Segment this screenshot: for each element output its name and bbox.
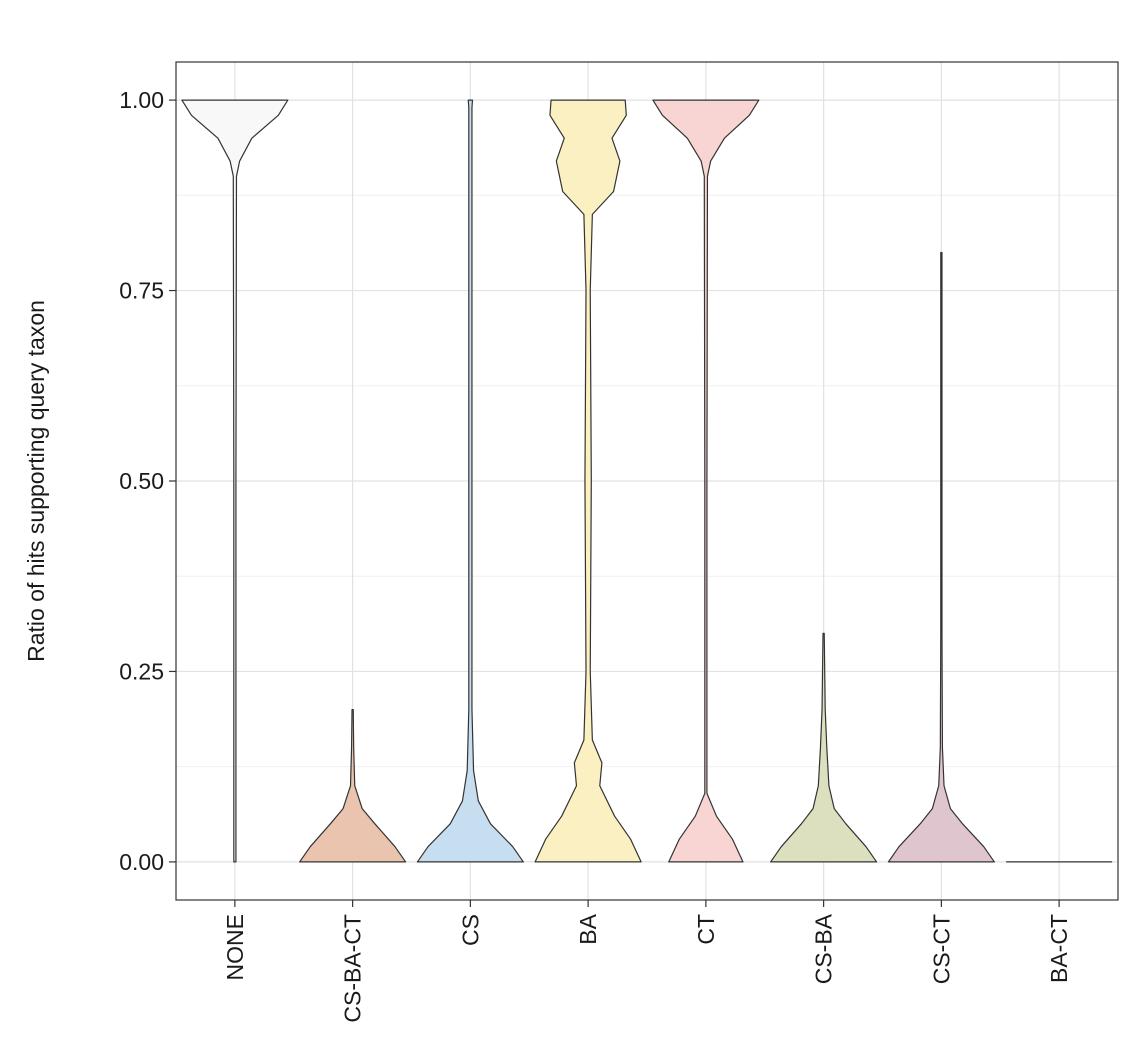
violin-ba bbox=[534, 99, 642, 863]
y-tick-label: 1.00 bbox=[119, 87, 164, 113]
x-tick-label-ba-ct: BA-CT bbox=[1046, 914, 1072, 983]
violin-ct bbox=[652, 99, 760, 863]
y-tick-label: 0.50 bbox=[119, 468, 164, 494]
x-tick-label-cs: CS bbox=[457, 914, 483, 946]
y-axis-ticks: 0.00 0.25 0.50 0.75 1.00 bbox=[119, 87, 176, 875]
x-tick-label-cs-ba: CS-BA bbox=[811, 913, 837, 984]
x-tick-label-ba: BA bbox=[575, 913, 601, 944]
x-tick-label-cs-ba-ct: CS-BA-CT bbox=[340, 914, 366, 1023]
y-tick-label: 0.25 bbox=[119, 658, 164, 684]
violin-none bbox=[181, 99, 289, 863]
y-tick-label: 0.00 bbox=[119, 849, 164, 875]
y-tick-label: 0.75 bbox=[119, 278, 164, 304]
x-axis-ticks: NONE CS-BA-CT CS BA CT CS-BA CS-CT BA-CT bbox=[222, 900, 1072, 1023]
violins bbox=[181, 99, 1113, 863]
x-tick-label-none: NONE bbox=[222, 914, 248, 980]
violin-cs-ct bbox=[887, 251, 995, 863]
x-tick-label-ct: CT bbox=[693, 914, 719, 945]
violin-cs-ba bbox=[770, 632, 878, 863]
violin-cs-ba-ct bbox=[299, 708, 407, 863]
y-axis-title: Ratio of hits supporting query taxon bbox=[23, 300, 49, 662]
x-tick-label-cs-ct: CS-CT bbox=[928, 914, 954, 984]
violin-cs bbox=[416, 99, 524, 863]
